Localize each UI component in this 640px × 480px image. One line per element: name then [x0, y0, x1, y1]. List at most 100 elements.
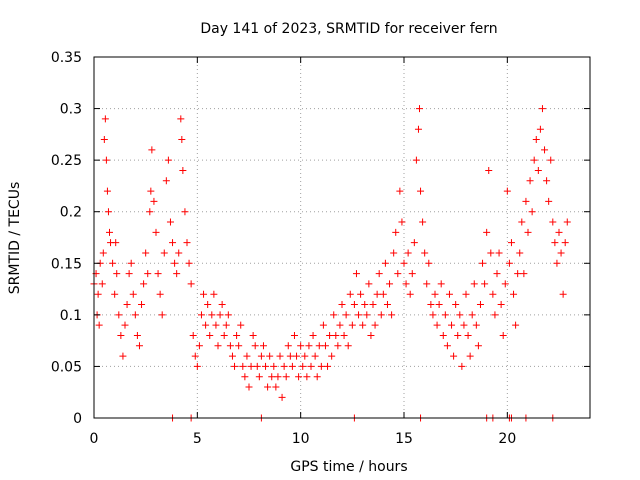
data-point [549, 218, 557, 226]
data-point [251, 342, 259, 350]
data-point [129, 290, 137, 298]
data-point [433, 321, 441, 329]
data-point [249, 331, 257, 339]
data-point [452, 301, 460, 309]
chart-title: Day 141 of 2023, SRMTID for receiver fer… [200, 21, 497, 37]
data-point [417, 187, 425, 195]
grid-lines [94, 57, 590, 418]
data-point [280, 362, 288, 370]
data-point [305, 342, 313, 350]
x-tick-label: 20 [498, 431, 516, 447]
data-point [146, 208, 154, 216]
data-point [501, 280, 509, 288]
data-point [245, 383, 253, 391]
data-point [332, 331, 340, 339]
data-point [355, 311, 363, 319]
data-point [218, 301, 226, 309]
data-point [386, 280, 394, 288]
data-point [99, 249, 107, 257]
data-point [169, 239, 177, 247]
x-tick-label: 0 [90, 431, 99, 447]
data-point [179, 166, 187, 174]
data-point [127, 259, 135, 267]
y-axis-label: SRMTID / TECUs [7, 182, 23, 295]
data-point [142, 249, 150, 257]
x-tick-label: 5 [193, 431, 202, 447]
data-point [321, 342, 329, 350]
data-point [479, 259, 487, 267]
data-point [350, 301, 358, 309]
data-point [557, 249, 565, 257]
y-tick-label: 0 [73, 411, 82, 427]
data-point [197, 311, 205, 319]
data-point [545, 197, 553, 205]
data-point [309, 331, 317, 339]
data-point [109, 259, 117, 267]
data-point [228, 352, 236, 360]
data-point [276, 352, 284, 360]
data-point [448, 321, 456, 329]
data-point [278, 393, 286, 401]
data-point [233, 331, 241, 339]
data-point [241, 373, 249, 381]
data-point [268, 373, 276, 381]
data-point [466, 352, 474, 360]
data-point [177, 115, 185, 123]
data-point [125, 270, 133, 278]
data-point [253, 362, 261, 370]
data-point [510, 290, 518, 298]
data-point [166, 218, 174, 226]
data-point [235, 342, 243, 350]
y-tick-label: 0.1 [60, 308, 82, 324]
data-point [396, 187, 404, 195]
data-point [375, 270, 383, 278]
data-point [301, 352, 309, 360]
data-point [336, 321, 344, 329]
y-tick-label: 0.2 [60, 205, 82, 221]
data-point [526, 177, 534, 185]
data-point [103, 187, 111, 195]
data-point [193, 362, 201, 370]
data-point [441, 311, 449, 319]
data-point [536, 125, 544, 133]
data-point [464, 331, 472, 339]
data-point [462, 290, 470, 298]
data-point [160, 249, 168, 257]
x-axis-label: GPS time / hours [290, 459, 407, 475]
data-point [152, 228, 160, 236]
data-point [131, 311, 139, 319]
data-point [344, 342, 352, 350]
data-point [210, 290, 218, 298]
data-point [359, 321, 367, 329]
data-point [406, 290, 414, 298]
data-point [528, 208, 536, 216]
data-point [200, 290, 208, 298]
data-point [324, 362, 332, 370]
data-point [423, 280, 431, 288]
data-point [414, 125, 422, 133]
data-point [367, 331, 375, 339]
data-point [102, 156, 110, 164]
data-point [437, 280, 445, 288]
data-point [295, 373, 303, 381]
data-point [553, 259, 561, 267]
data-point [516, 249, 524, 257]
data-point [178, 136, 186, 144]
data-point [460, 321, 468, 329]
data-point [237, 321, 245, 329]
data-point [94, 290, 102, 298]
data-point [284, 342, 292, 350]
data-point [317, 362, 325, 370]
data-point [226, 342, 234, 350]
data-point [202, 321, 210, 329]
y-tick-label: 0.15 [51, 256, 82, 272]
data-point [547, 156, 555, 164]
data-point [365, 280, 373, 288]
data-point [191, 352, 199, 360]
data-point [162, 177, 170, 185]
data-point [328, 352, 336, 360]
data-point [491, 311, 499, 319]
data-point [489, 290, 497, 298]
